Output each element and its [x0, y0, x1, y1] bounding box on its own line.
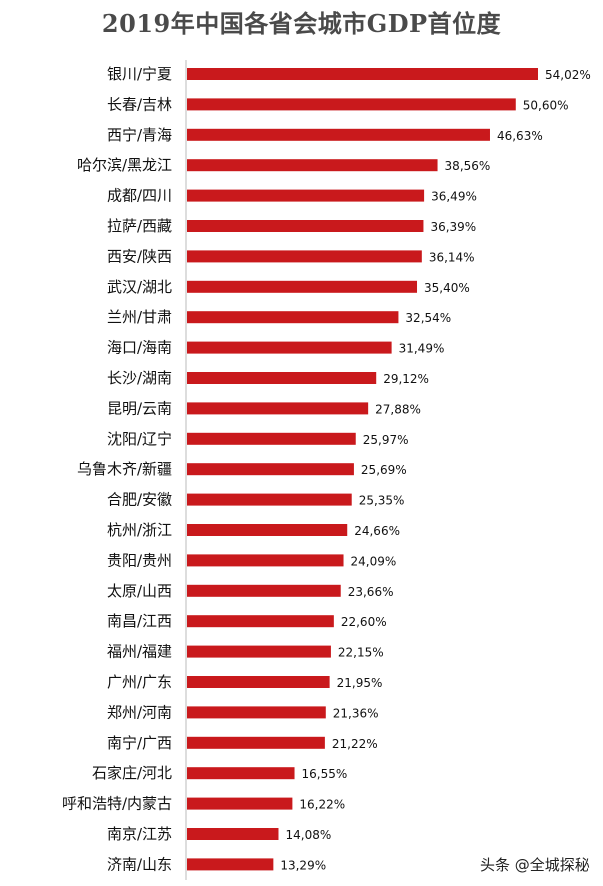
bar	[187, 615, 334, 628]
chart-title: 2019年中国各省会城市GDP首位度	[101, 9, 502, 38]
category-label: 南京/江苏	[107, 825, 172, 843]
bar	[187, 189, 425, 202]
value-label: 32,54%	[405, 311, 451, 325]
bar	[187, 797, 293, 810]
value-label: 31,49%	[399, 342, 445, 356]
category-label: 呼和浩特/内蒙古	[62, 795, 172, 813]
bar	[187, 554, 344, 567]
value-label: 21,95%	[337, 676, 383, 690]
value-label: 36,39%	[430, 220, 476, 234]
value-label: 21,36%	[333, 706, 379, 720]
bar	[187, 311, 399, 324]
value-label: 50,60%	[523, 98, 569, 112]
category-label: 合肥/安徽	[107, 491, 172, 509]
category-label: 武汉/湖北	[107, 278, 172, 296]
bar	[187, 706, 326, 719]
bar	[187, 128, 490, 141]
category-label: 南宁/广西	[107, 734, 172, 752]
bar	[187, 402, 369, 415]
category-label: 哈尔滨/黑龙江	[77, 156, 172, 174]
bar	[187, 159, 438, 172]
category-label: 长沙/湖南	[107, 369, 172, 387]
category-label: 银川/宁夏	[107, 65, 172, 83]
category-label: 杭州/浙江	[107, 521, 172, 539]
bar	[187, 767, 295, 780]
value-label: 22,15%	[338, 646, 384, 660]
value-label: 23,66%	[348, 585, 394, 599]
bar	[187, 432, 356, 445]
category-label: 乌鲁木齐/新疆	[77, 460, 172, 478]
value-label: 46,63%	[497, 129, 543, 143]
bar	[187, 584, 341, 597]
value-label: 25,35%	[359, 494, 405, 508]
bar	[187, 736, 325, 749]
value-label: 54,02%	[545, 68, 591, 82]
category-label: 太原/山西	[107, 582, 172, 600]
category-label: 长春/吉林	[107, 95, 172, 113]
value-label: 36,49%	[431, 190, 477, 204]
value-label: 16,55%	[302, 767, 348, 781]
bar	[187, 341, 392, 354]
value-label: 24,66%	[354, 524, 400, 538]
bar	[187, 858, 274, 871]
category-label: 济南/山东	[107, 855, 172, 873]
bar	[187, 98, 516, 111]
category-label: 成都/四川	[107, 187, 172, 205]
value-label: 13,29%	[280, 858, 326, 872]
value-label: 22,60%	[341, 615, 387, 629]
value-label: 38,56%	[445, 159, 491, 173]
bar	[187, 645, 331, 658]
bar	[187, 524, 348, 536]
value-label: 29,12%	[383, 372, 429, 386]
category-label: 西宁/青海	[107, 126, 172, 144]
category-label: 福州/福建	[107, 643, 172, 661]
bar	[187, 280, 418, 293]
category-label: 贵阳/贵州	[107, 551, 172, 569]
bar	[187, 372, 377, 384]
category-label: 石家庄/河北	[92, 764, 172, 782]
category-label: 兰州/甘肃	[107, 308, 172, 326]
value-label: 24,09%	[351, 554, 397, 568]
category-label: 广州/广东	[107, 673, 172, 691]
value-label: 25,97%	[363, 433, 409, 447]
watermark: 头条 @全城探秘	[480, 856, 590, 874]
bar	[187, 250, 422, 263]
value-label: 14,08%	[285, 828, 331, 842]
value-label: 35,40%	[424, 281, 470, 295]
bar	[187, 828, 279, 840]
category-label: 拉萨/西藏	[107, 217, 172, 235]
category-label: 沈阳/辽宁	[107, 430, 172, 448]
value-label: 27,88%	[375, 402, 421, 416]
bar	[187, 220, 424, 232]
bar	[187, 463, 354, 476]
category-label: 南昌/江西	[107, 612, 172, 630]
value-label: 21,22%	[332, 737, 378, 751]
bar	[187, 68, 538, 80]
category-label: 海口/海南	[107, 339, 172, 357]
category-label: 西安/陕西	[107, 247, 172, 265]
value-label: 16,22%	[299, 798, 345, 812]
bar	[187, 493, 352, 506]
value-label: 36,14%	[429, 250, 475, 264]
category-label: 郑州/河南	[107, 703, 172, 721]
bar	[187, 676, 330, 688]
bars-group: 银川/宁夏 54,02% 长春/吉林 50,60% 西宁/青海 46,63% 哈尔滨/黑龙江…	[62, 65, 591, 873]
value-label: 25,69%	[361, 463, 407, 477]
category-label: 昆明/云南	[107, 399, 172, 417]
